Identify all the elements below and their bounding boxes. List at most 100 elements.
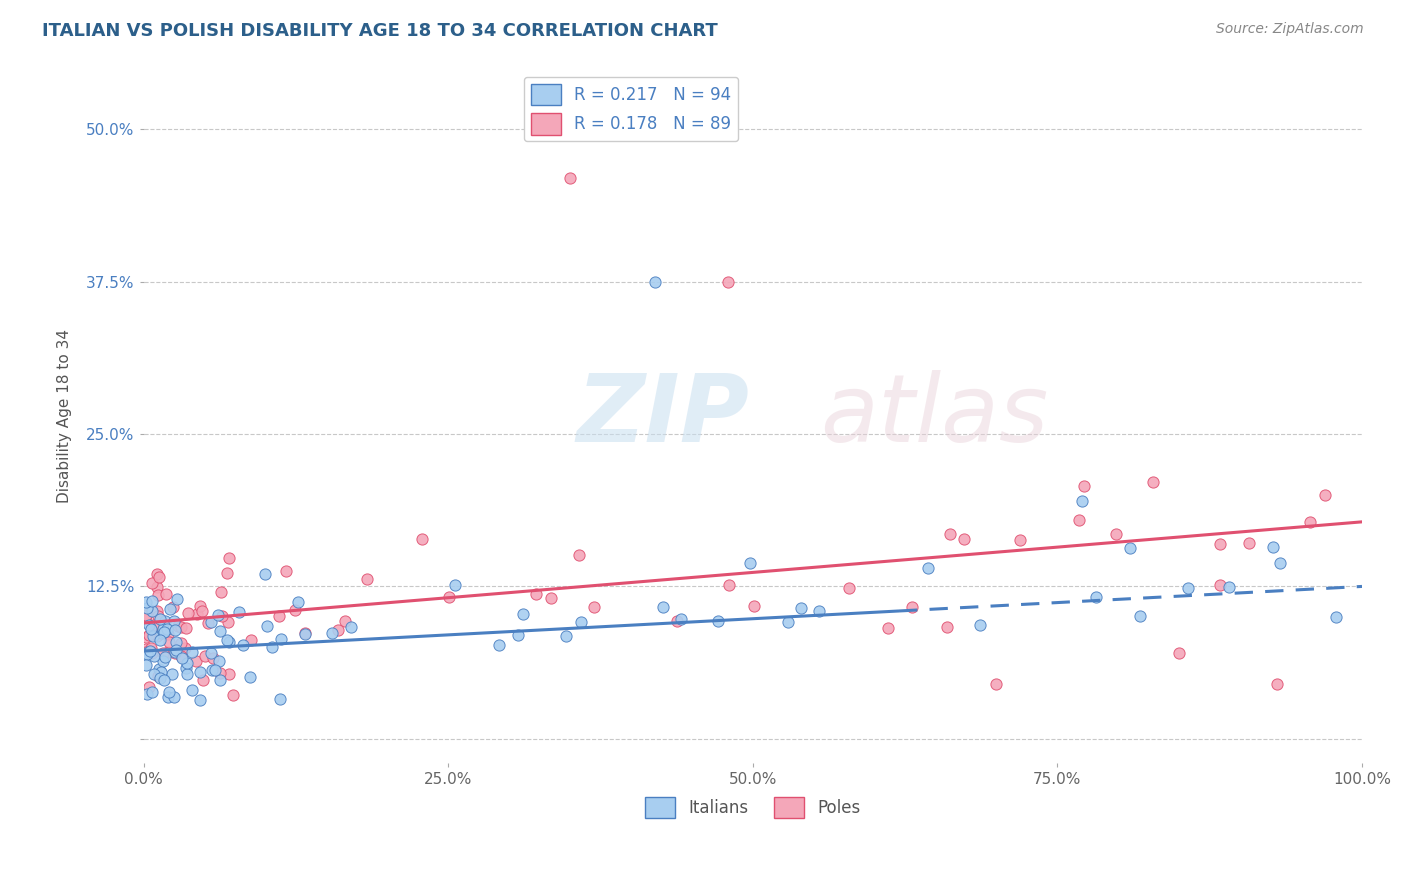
Point: [170, 648, 193, 663]
Point: [170, 636, 193, 650]
Point: [138, 618, 160, 632]
Point: [163, 644, 186, 658]
Point: [135, 630, 157, 644]
Point: [1069, 513, 1091, 527]
Point: [181, 645, 204, 659]
Point: [200, 615, 222, 629]
Point: [267, 609, 290, 624]
Point: [583, 599, 606, 614]
Point: [1129, 609, 1152, 624]
Point: [1177, 581, 1199, 595]
Point: [270, 632, 292, 647]
Point: [1268, 556, 1291, 570]
Point: [149, 625, 172, 640]
Point: [569, 615, 592, 629]
Point: [201, 663, 224, 677]
Point: [512, 607, 534, 622]
Point: [740, 556, 762, 570]
Point: [176, 661, 198, 675]
Point: [153, 673, 176, 688]
Point: [222, 689, 245, 703]
Y-axis label: Disability Age 18 to 34: Disability Age 18 to 34: [58, 329, 72, 503]
Point: [1084, 591, 1107, 605]
Point: [136, 687, 159, 701]
Point: [146, 629, 169, 643]
Point: [135, 642, 157, 657]
Point: [157, 635, 180, 649]
Point: [142, 618, 165, 632]
Point: [294, 626, 316, 640]
Point: [186, 607, 208, 622]
Point: [209, 666, 232, 681]
Point: [1010, 533, 1032, 547]
Point: [1239, 536, 1261, 550]
Point: [177, 607, 200, 621]
Point: [540, 591, 562, 606]
Point: [135, 646, 157, 660]
Point: [356, 572, 378, 586]
Point: [142, 628, 165, 642]
Point: [202, 651, 225, 665]
Point: [141, 622, 163, 636]
Point: [166, 591, 188, 606]
Point: [986, 677, 1008, 691]
Point: [444, 578, 467, 592]
Point: [156, 622, 179, 636]
Point: [157, 645, 180, 659]
Point: [186, 654, 208, 668]
Point: [218, 551, 240, 566]
Point: [877, 621, 900, 635]
Point: [138, 627, 160, 641]
Text: ITALIAN VS POLISH DISABILITY AGE 18 TO 34 CORRELATION CHART: ITALIAN VS POLISH DISABILITY AGE 18 TO 3…: [42, 22, 718, 40]
Point: [150, 665, 173, 680]
Point: [194, 648, 217, 663]
Point: [148, 662, 170, 676]
Point: [157, 685, 180, 699]
Point: [488, 638, 510, 652]
Point: [1208, 577, 1230, 591]
Point: [207, 608, 229, 623]
Point: [141, 685, 163, 699]
Point: [149, 612, 172, 626]
Point: [141, 575, 163, 590]
Point: [669, 612, 692, 626]
Point: [718, 578, 741, 592]
Text: ZIP: ZIP: [576, 370, 749, 462]
Point: [149, 671, 172, 685]
Point: [807, 604, 830, 618]
Point: [145, 567, 167, 582]
Point: [162, 600, 184, 615]
Point: [145, 580, 167, 594]
Point: [188, 693, 211, 707]
Point: [142, 667, 165, 681]
Point: [1073, 478, 1095, 492]
Point: [935, 619, 957, 633]
Point: [136, 648, 159, 662]
Point: [321, 626, 343, 640]
Point: [148, 609, 170, 624]
Point: [188, 665, 211, 679]
Point: [176, 622, 198, 636]
Point: [152, 646, 174, 660]
Point: [149, 632, 172, 647]
Point: [139, 644, 162, 658]
Point: [141, 604, 163, 618]
Point: [208, 654, 231, 668]
Point: [138, 680, 160, 694]
Point: [326, 623, 349, 637]
Point: [284, 603, 307, 617]
Point: [838, 581, 860, 595]
Point: [170, 620, 193, 634]
Point: [156, 626, 179, 640]
Point: [555, 630, 578, 644]
Point: [508, 628, 530, 642]
Point: [294, 627, 316, 641]
Point: [239, 632, 262, 647]
Point: [789, 601, 811, 615]
Point: [172, 651, 194, 665]
Point: [411, 532, 433, 546]
Point: [1142, 475, 1164, 489]
Point: [139, 644, 162, 658]
Point: [437, 591, 460, 605]
Point: [135, 609, 157, 624]
